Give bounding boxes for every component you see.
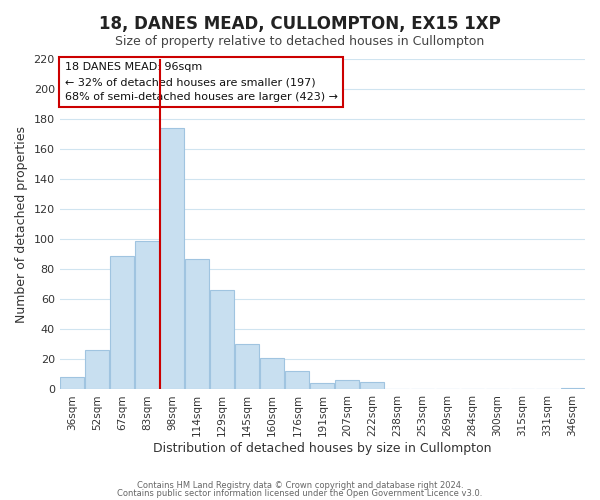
Bar <box>110 256 134 390</box>
Bar <box>260 358 284 390</box>
Y-axis label: Number of detached properties: Number of detached properties <box>15 126 28 322</box>
Text: Size of property relative to detached houses in Cullompton: Size of property relative to detached ho… <box>115 35 485 48</box>
Text: 18 DANES MEAD: 96sqm
← 32% of detached houses are smaller (197)
68% of semi-deta: 18 DANES MEAD: 96sqm ← 32% of detached h… <box>65 62 338 102</box>
Bar <box>335 380 359 390</box>
X-axis label: Distribution of detached houses by size in Cullompton: Distribution of detached houses by size … <box>153 442 491 455</box>
Bar <box>85 350 109 390</box>
Bar <box>211 290 234 390</box>
Text: 18, DANES MEAD, CULLOMPTON, EX15 1XP: 18, DANES MEAD, CULLOMPTON, EX15 1XP <box>99 15 501 33</box>
Bar <box>136 241 159 390</box>
Bar <box>160 128 184 390</box>
Text: Contains HM Land Registry data © Crown copyright and database right 2024.: Contains HM Land Registry data © Crown c… <box>137 481 463 490</box>
Bar <box>361 382 384 390</box>
Bar <box>235 344 259 390</box>
Bar <box>560 388 584 390</box>
Bar <box>185 259 209 390</box>
Text: Contains public sector information licensed under the Open Government Licence v3: Contains public sector information licen… <box>118 488 482 498</box>
Bar <box>310 384 334 390</box>
Bar <box>286 372 309 390</box>
Bar <box>60 378 84 390</box>
